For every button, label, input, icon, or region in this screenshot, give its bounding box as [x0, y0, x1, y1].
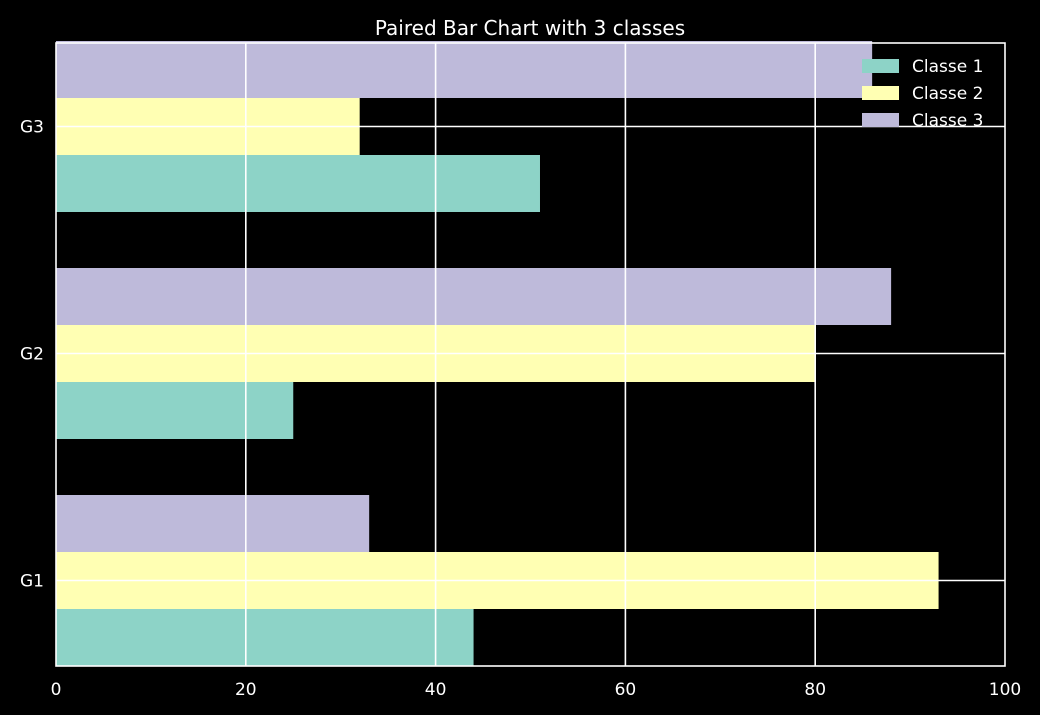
x-tick-label-0: 0: [51, 680, 62, 700]
legend-label-classe-2: Classe 2: [912, 84, 983, 104]
x-axis-ticks: 0 20 40 60 80 100: [51, 680, 1022, 700]
legend-swatch-classe-3: [862, 113, 899, 127]
plot-frame: [55, 42, 1006, 667]
bar-g3-classe-1: [56, 155, 540, 212]
bar-g2-classe-1: [56, 382, 294, 439]
bar-g2-classe-3: [56, 268, 892, 325]
legend-label-classe-3: Classe 3: [912, 111, 983, 131]
y-tick-label-g3: G3: [20, 118, 44, 138]
x-tick-label-60: 60: [615, 680, 637, 700]
bar-g3-classe-3: [56, 41, 873, 98]
x-tick-label-100: 100: [989, 680, 1021, 700]
legend-swatch-classe-1: [862, 59, 899, 73]
x-tick-label-40: 40: [425, 680, 447, 700]
y-tick-label-g2: G2: [20, 345, 44, 365]
grid-layer: [56, 43, 1005, 666]
bar-g1-classe-3: [56, 495, 370, 552]
y-axis-ticks: G1 G2 G3: [20, 118, 44, 592]
chart-title: Paired Bar Chart with 3 classes: [375, 16, 685, 40]
y-tick-label-g1: G1: [20, 572, 44, 592]
x-tick-label-80: 80: [804, 680, 826, 700]
legend-swatch-classe-2: [862, 86, 899, 100]
x-tick-label-20: 20: [235, 680, 257, 700]
legend-label-classe-1: Classe 1: [912, 57, 983, 77]
bar-g1-classe-1: [56, 609, 474, 666]
legend: Classe 1 Classe 2 Classe 3: [862, 57, 983, 131]
